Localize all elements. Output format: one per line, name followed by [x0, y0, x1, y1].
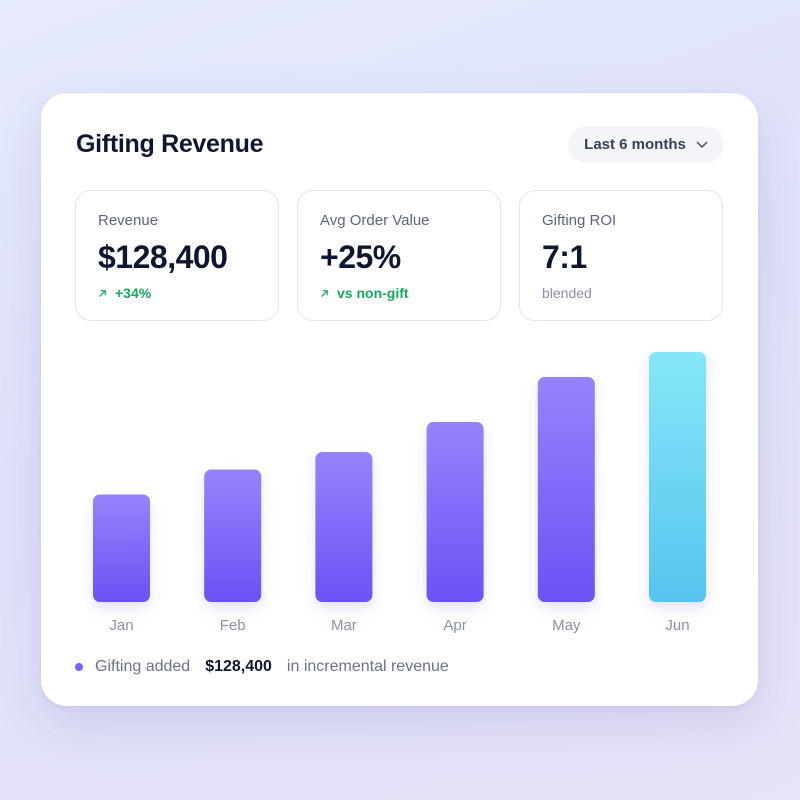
- x-tick-label: Jun: [665, 617, 689, 634]
- bar-may: [537, 377, 595, 602]
- stat-change: +34%: [98, 285, 151, 301]
- stat-label: Avg Order Value: [320, 212, 430, 229]
- stat-value: $128,400: [98, 239, 228, 275]
- chart-legend: Gifting added $128,400 in incremental re…: [75, 658, 449, 676]
- chevron-down-icon: [696, 141, 708, 148]
- stat-change-text: +34%: [115, 285, 152, 301]
- legend-prefix: Gifting added: [95, 658, 191, 675]
- card-title: Gifting Revenue: [76, 130, 264, 158]
- arrow-up-right-icon: [99, 289, 106, 297]
- gifting-revenue-card: Gifting Revenue Last 6 months Revenue $1…: [41, 93, 758, 706]
- revenue-bar-chart: Jan Feb Mar Apr May Jun: [93, 352, 706, 634]
- legend-suffix: in incremental revenue: [286, 658, 449, 675]
- stat-label: Revenue: [98, 212, 159, 229]
- legend-amount: $128,400: [205, 658, 272, 675]
- bar-feb: [204, 469, 262, 602]
- x-tick-label: Mar: [331, 617, 357, 634]
- stat-value: +25%: [320, 239, 401, 275]
- stat-card-revenue: Revenue $128,400 +34%: [75, 190, 279, 321]
- date-range-dropdown[interactable]: Last 6 months: [568, 126, 724, 163]
- bar-jan: [93, 494, 150, 602]
- stat-change-text: vs non-gift: [337, 285, 409, 301]
- bar-jun: [649, 352, 706, 602]
- x-tick-label: May: [552, 617, 581, 634]
- stat-card-avg-order-value: Avg Order Value +25% vs non-gift: [297, 190, 501, 321]
- x-tick-label: Feb: [220, 617, 246, 634]
- date-range-label: Last 6 months: [584, 136, 686, 153]
- x-tick-label: Apr: [443, 617, 466, 634]
- x-tick-label: Jan: [109, 617, 133, 634]
- stat-label: Gifting ROI: [542, 212, 617, 229]
- stat-change: vs non-gift: [320, 285, 409, 301]
- stat-card-gifting-roi: Gifting ROI 7:1 blended: [519, 190, 723, 321]
- legend-dot: [75, 663, 83, 671]
- bar-mar: [315, 452, 373, 602]
- stat-value: 7:1: [542, 239, 587, 275]
- stat-note: blended: [542, 285, 592, 301]
- bar-apr: [426, 422, 484, 602]
- arrow-up-right-icon: [321, 289, 328, 297]
